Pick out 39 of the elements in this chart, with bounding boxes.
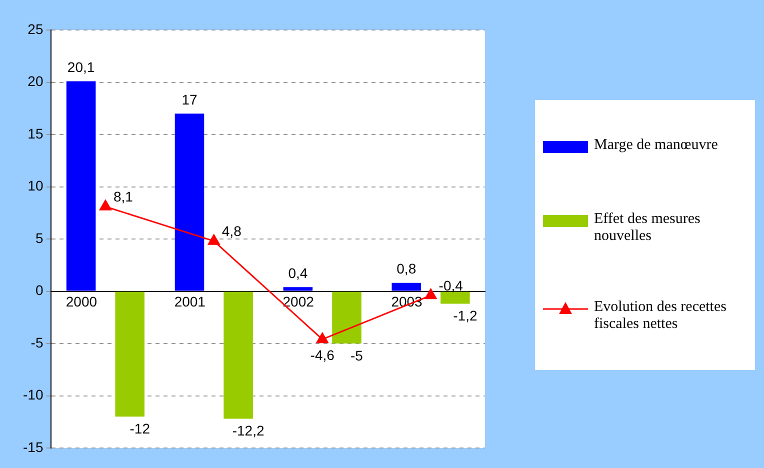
bar xyxy=(283,287,313,291)
bar xyxy=(66,81,96,291)
y-tick-label: 10 xyxy=(28,178,44,194)
legend-label: Effet des mesures nouvelles xyxy=(594,211,702,245)
y-tick-label: 0 xyxy=(35,282,44,298)
bar xyxy=(332,292,362,344)
point xyxy=(424,288,437,300)
point xyxy=(208,234,220,245)
y-tick-label: 15 xyxy=(28,125,44,142)
data-label: 17 xyxy=(182,91,198,108)
bar xyxy=(392,282,422,291)
data-label: 20,1 xyxy=(67,59,95,76)
x-tick-label: 2002 xyxy=(282,294,314,310)
data-label: -5 xyxy=(350,347,364,364)
y-tick-label: -15 xyxy=(23,438,44,455)
data-label: 4,8 xyxy=(222,222,242,239)
bar xyxy=(115,292,144,417)
data-label: 0,8 xyxy=(396,260,416,277)
legend-label: Evolution des recettes fiscales nettes xyxy=(594,299,728,333)
data-label: -12,2 xyxy=(232,422,264,439)
y-tick-label: 5 xyxy=(35,230,44,246)
y-tick-label: -10 xyxy=(23,386,44,403)
y-tick-label: 20 xyxy=(28,73,44,90)
bar xyxy=(440,292,470,304)
data-label: -0,4 xyxy=(438,277,464,294)
data-label: -4,6 xyxy=(310,347,335,364)
x-tick-label: 2001 xyxy=(174,294,206,310)
bar xyxy=(174,114,204,291)
y-tick-label: 25 xyxy=(28,20,44,37)
point xyxy=(316,332,328,344)
data-label: 8,1 xyxy=(113,188,134,204)
data-label: -1,2 xyxy=(453,308,478,324)
bar xyxy=(224,292,253,419)
legend-label: Marge de manœuvre xyxy=(594,137,719,154)
y-tick-label: -5 xyxy=(30,334,44,350)
x-tick-label: 2000 xyxy=(66,294,98,310)
data-label: -12 xyxy=(130,420,150,437)
point xyxy=(100,200,112,210)
data-label: 0,4 xyxy=(288,264,308,281)
